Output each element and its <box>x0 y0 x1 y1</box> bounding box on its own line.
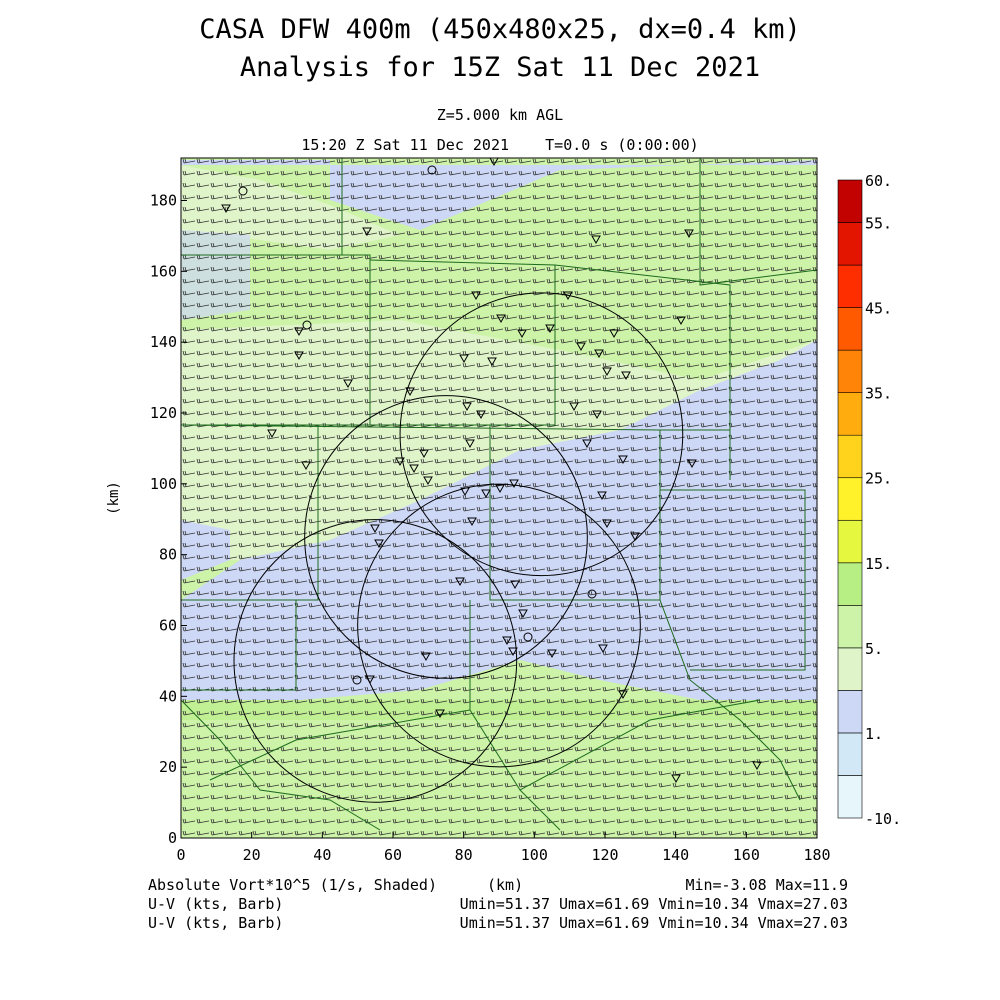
y-tick-label: 20 <box>159 758 177 776</box>
colorbar-label: 35. <box>865 385 892 403</box>
colorbar-swatch <box>837 605 863 649</box>
colorbar-label: 25. <box>865 470 892 488</box>
chart-title-line2: Analysis for 15Z Sat 11 Dec 2021 <box>239 52 761 83</box>
colorbar-swatch <box>837 179 863 223</box>
field-stats: Min=-3.08 Max=11.9 <box>685 876 848 894</box>
x-tick-label: 80 <box>455 846 473 864</box>
field-label: Absolute Vort*10^5 (1/s, Shaded) <box>148 876 437 894</box>
x-tick-label: 40 <box>313 846 331 864</box>
colorbar-swatch <box>837 647 863 691</box>
county-boundaries <box>181 158 817 831</box>
x-axis-label: (km) <box>487 876 524 894</box>
y-tick-label: 60 <box>159 617 177 635</box>
colorbar-label: 45. <box>865 300 892 318</box>
colorbar-swatch <box>837 775 863 819</box>
x-tick-label: 0 <box>176 846 185 864</box>
colorbar-swatch <box>837 477 863 521</box>
colorbar-label: 60. <box>865 172 892 190</box>
colorbar-swatch <box>837 307 863 351</box>
x-tick-label: 20 <box>243 846 261 864</box>
barb-stats-2: Umin=51.37 Umax=61.69 Vmin=10.34 Vmax=27… <box>459 914 848 932</box>
colorbar-label: -10. <box>865 810 901 828</box>
x-tick-label: 140 <box>662 846 689 864</box>
colorbar-swatch <box>837 349 863 393</box>
colorbar-label: 5. <box>865 640 883 658</box>
colorbar-swatch <box>837 264 863 308</box>
colorbar-swatch <box>837 562 863 606</box>
radar-ring <box>357 483 641 768</box>
x-axis: 0 20 40 60 80 100 120 140 160 180 <box>176 832 831 864</box>
valid-time-label: 15:20 Z Sat 11 Dec 2021 T=0.0 s (0:00:00… <box>301 136 699 154</box>
y-tick-label: 120 <box>150 404 177 422</box>
barb-stats-1: Umin=51.37 Umax=61.69 Vmin=10.34 Vmax=27… <box>459 895 848 913</box>
colorbar-swatch <box>837 434 863 479</box>
y-axis: 0 20 40 60 80 100 120 140 160 180 <box>150 192 187 847</box>
y-tick-label: 100 <box>150 475 177 493</box>
radar-ring <box>304 395 588 679</box>
y-tick-label: 160 <box>150 262 177 280</box>
colorbar-label: 15. <box>865 555 892 573</box>
level-label: Z=5.000 km AGL <box>436 106 564 124</box>
y-tick-label: 180 <box>150 192 177 210</box>
x-tick-label: 100 <box>521 846 548 864</box>
barb-label-2: U-V (kts, Barb) <box>148 914 284 932</box>
colorbar-swatch <box>837 222 863 266</box>
chart-title-line1: CASA DFW 400m (450x480x25, dx=0.4 km) <box>199 14 801 45</box>
x-tick-label: 180 <box>803 846 830 864</box>
x-tick-label: 120 <box>591 846 618 864</box>
colorbar-label: 55. <box>865 215 892 233</box>
radar-range-rings <box>233 292 684 803</box>
colorbar-label: 1. <box>865 725 883 743</box>
colorbar-swatch <box>837 690 863 734</box>
radar-ring <box>233 519 518 803</box>
radar-ring <box>399 292 684 577</box>
colorbar-swatch <box>837 392 863 436</box>
plot-frame <box>180 157 818 839</box>
y-tick-label: 80 <box>159 546 177 564</box>
barb-label-1: U-V (kts, Barb) <box>148 895 284 913</box>
y-axis-label: (km) <box>106 481 122 515</box>
x-tick-label: 160 <box>733 846 760 864</box>
vorticity-field <box>181 158 817 838</box>
colorbar-swatch <box>837 519 863 564</box>
y-tick-label: 40 <box>159 687 177 705</box>
x-tick-label: 60 <box>384 846 402 864</box>
y-tick-label: 140 <box>150 333 177 351</box>
colorbar: -10. 1. 5. 15. 25. 35. 45. 55. 60. <box>837 172 901 828</box>
y-tick-label: 0 <box>168 829 177 847</box>
colorbar-swatch <box>837 732 863 776</box>
